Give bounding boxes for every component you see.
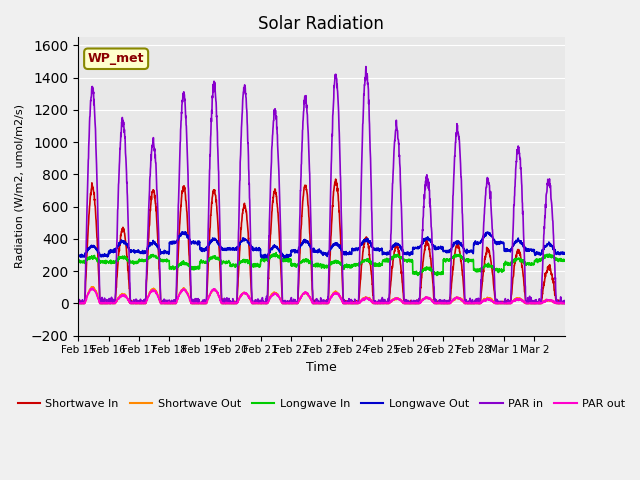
Longwave In [468, 257, 476, 263]
Shortwave In [554, 297, 562, 303]
PAR out [74, 300, 82, 306]
Shortwave Out [554, 300, 562, 306]
PAR out [495, 300, 503, 306]
Longwave Out [179, 229, 186, 235]
Shortwave Out [561, 300, 568, 306]
PAR in [468, 300, 476, 306]
PAR in [554, 300, 562, 306]
PAR in [123, 180, 131, 185]
Title: Solar Radiation: Solar Radiation [259, 15, 385, 33]
Shortwave In [75, 300, 83, 306]
Line: Longwave In: Longwave In [78, 252, 564, 276]
Longwave Out [260, 255, 268, 261]
PAR out [561, 300, 568, 306]
Line: PAR in: PAR in [78, 67, 564, 303]
PAR out [228, 300, 236, 306]
PAR in [74, 300, 82, 305]
Longwave In [433, 273, 441, 278]
Shortwave Out [88, 284, 95, 290]
PAR in [495, 300, 503, 306]
Legend: Shortwave In, Shortwave Out, Longwave In, Longwave Out, PAR in, PAR out: Shortwave In, Shortwave Out, Longwave In… [13, 395, 630, 414]
Shortwave In [495, 300, 503, 306]
Longwave Out [351, 246, 358, 252]
Longwave Out [468, 249, 476, 254]
Line: Longwave Out: Longwave Out [78, 232, 564, 258]
Longwave In [351, 262, 358, 268]
Shortwave In [351, 300, 358, 306]
Shortwave In [123, 255, 131, 261]
Longwave Out [123, 240, 131, 246]
Longwave Out [74, 254, 82, 260]
Longwave In [554, 257, 562, 263]
PAR out [123, 295, 131, 301]
Longwave In [272, 250, 280, 255]
Shortwave Out [74, 300, 82, 306]
Shortwave In [228, 300, 236, 306]
Line: Shortwave Out: Shortwave Out [78, 287, 564, 303]
Shortwave Out [228, 300, 236, 306]
Longwave In [123, 257, 131, 263]
Longwave In [228, 264, 236, 269]
PAR in [362, 64, 370, 70]
Longwave Out [561, 251, 568, 256]
Y-axis label: Radiation (W/m2, umol/m2/s): Radiation (W/m2, umol/m2/s) [15, 105, 25, 268]
Longwave Out [228, 246, 236, 252]
Line: Shortwave In: Shortwave In [78, 179, 564, 303]
PAR in [351, 300, 358, 306]
Longwave Out [495, 241, 503, 247]
Shortwave Out [74, 300, 82, 306]
Shortwave Out [495, 300, 503, 306]
PAR out [351, 300, 358, 306]
Text: WP_met: WP_met [88, 52, 145, 65]
Shortwave In [332, 176, 340, 182]
Longwave In [74, 258, 82, 264]
PAR in [228, 300, 236, 306]
X-axis label: Time: Time [306, 361, 337, 374]
Shortwave Out [124, 295, 131, 301]
PAR out [89, 285, 97, 291]
Longwave In [495, 266, 503, 272]
PAR out [554, 300, 562, 306]
Shortwave In [74, 300, 82, 306]
Shortwave Out [351, 300, 358, 306]
Longwave In [561, 258, 568, 264]
PAR in [561, 300, 568, 306]
Line: PAR out: PAR out [78, 288, 564, 303]
Longwave Out [554, 249, 562, 255]
PAR in [74, 300, 82, 306]
Shortwave Out [468, 300, 476, 306]
Shortwave In [468, 300, 476, 306]
Shortwave In [561, 300, 568, 306]
PAR out [468, 300, 476, 306]
